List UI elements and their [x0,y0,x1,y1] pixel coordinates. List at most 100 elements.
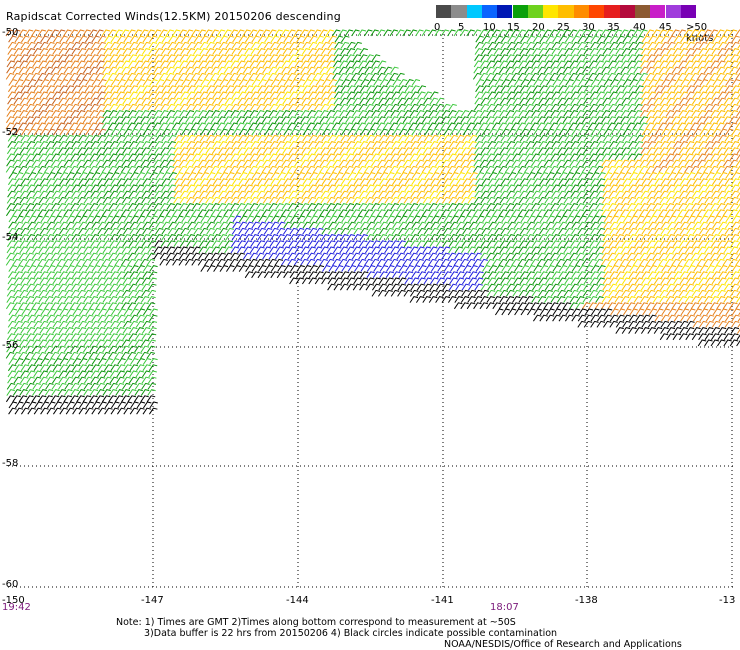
wind-barb [141,147,150,155]
wind-barb [543,116,553,124]
wind-barb [45,48,55,55]
wind-barb [717,48,727,55]
wind-barb [334,79,344,86]
wind-barb [103,97,112,105]
wind-barb [691,103,701,111]
wind-barb [633,110,643,117]
wind-barb [556,110,566,117]
wind-barb [308,234,317,241]
wind-barb [308,178,318,186]
wind-barb [276,134,286,142]
wind-barb [18,66,28,74]
wind-barb [199,48,208,55]
wind-barb [404,227,414,235]
wind-barb [498,72,508,80]
wind-barb [479,110,489,117]
wind-barb [666,48,676,55]
wind-barb [673,178,683,186]
wind-barb [147,54,157,62]
wind-barb [230,196,240,204]
wind-barb [262,66,271,74]
wind-barb [211,203,220,210]
wind-barb [646,252,655,260]
wind-barb [204,258,213,266]
wind-barb [628,134,638,142]
wind-barb [474,54,483,62]
wind-barb [40,172,49,179]
wind-barb [454,203,463,210]
legend-tick: 25 [557,22,570,33]
wind-barb [620,72,629,80]
wind-barb [652,72,661,80]
wind-barb [557,97,567,105]
wind-barb [447,165,456,173]
wind-barb [360,172,369,179]
wind-barb [472,29,482,37]
wind-barb [376,72,386,80]
wind-barb [530,165,540,173]
wind-barb [639,252,649,260]
wind-barb [590,227,599,235]
wind-barb [519,184,529,192]
wind-barb [385,134,394,142]
wind-barb [276,178,286,186]
wind-barb [193,41,202,49]
wind-barb [576,141,586,148]
wind-barb [443,178,452,186]
wind-barb [46,85,55,93]
wind-barb [199,178,209,186]
wind-barb [634,48,644,55]
wind-barb [436,221,446,229]
wind-barb [262,153,272,161]
wind-barb [531,153,540,161]
wind-barb [282,134,292,142]
wind-barb [428,258,437,266]
wind-barb [530,72,540,80]
wind-barb [383,165,392,173]
wind-barb [449,184,458,192]
wind-barb [302,178,311,186]
wind-barb [568,72,578,80]
wind-barb [705,134,714,142]
wind-barb [224,48,234,55]
wind-barb [64,196,73,204]
wind-barb [91,221,100,229]
wind-barb [635,178,644,186]
legend-color-swatch [665,5,681,18]
wind-barb [210,122,219,130]
wind-barb [505,196,515,204]
wind-barb [58,41,68,49]
wind-barb [665,203,675,210]
wind-barb [466,159,476,167]
wind-barb [20,141,29,148]
wind-barb [667,172,677,179]
wind-barb [576,240,586,248]
wind-barb [6,60,16,68]
legend-color-swatch [589,5,605,18]
wind-barb [653,184,663,192]
wind-barb [415,258,424,266]
wind-barb [442,141,452,148]
wind-barb [603,35,612,43]
wind-barb [282,97,291,105]
wind-barb [72,221,81,229]
wind-barb [167,234,176,241]
wind-barb [434,116,444,124]
wind-barb [147,103,157,111]
wind-barb [530,66,540,74]
wind-barb [505,66,514,74]
wind-barb [565,215,574,223]
wind-barb [525,48,535,55]
wind-barb [659,246,668,254]
wind-barb [443,221,452,229]
wind-barb [614,252,623,260]
wind-barb [633,203,643,210]
wind-barb [501,215,510,223]
wind-barb [326,110,335,117]
wind-barb [365,91,375,99]
wind-barb [440,29,450,37]
wind-barb [392,79,401,86]
wind-barb [691,147,701,155]
wind-barb [294,203,303,210]
wind-barb [673,221,683,229]
